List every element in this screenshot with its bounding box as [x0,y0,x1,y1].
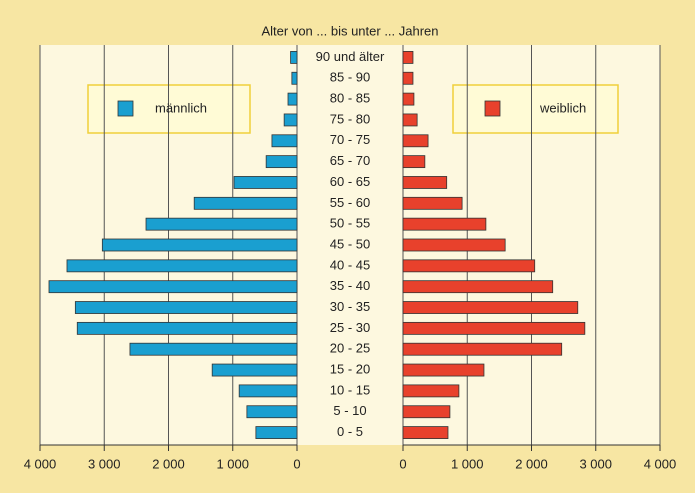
category-label: 35 - 40 [330,278,370,293]
category-label: 5 - 10 [333,403,366,418]
bar [211,363,298,377]
bar [265,155,298,169]
category-label: 55 - 60 [330,195,370,210]
x-tick-label: 0 [293,456,300,471]
category-label: 0 - 5 [337,424,363,439]
bar [48,280,298,294]
legend-label: weiblich [539,100,586,115]
bar [290,51,298,64]
bar [402,134,429,148]
category-label: 45 - 50 [330,236,370,251]
bar [291,71,298,85]
bar [402,384,460,398]
bar [402,155,426,169]
bar [101,238,298,252]
x-tick-label: 3 000 [579,456,612,471]
x-tick-label: 2 000 [152,456,185,471]
bar [283,113,298,127]
bar [287,92,298,106]
bar [402,405,451,419]
category-label: 20 - 25 [330,341,370,356]
bar [402,113,418,127]
bar [402,342,563,356]
bar [402,301,579,314]
category-label: 75 - 80 [330,111,370,126]
x-tick-label: 3 000 [88,456,121,471]
bar [271,134,298,148]
x-tick-label: 2 000 [515,456,548,471]
category-label: 65 - 70 [330,153,370,168]
bar [74,301,298,314]
x-tick-label: 4 000 [644,456,677,471]
bar [246,405,298,419]
bar [255,426,298,439]
bar [129,342,298,356]
x-tick-label: 1 000 [216,456,249,471]
category-label: 80 - 85 [330,91,370,106]
bar [402,176,448,189]
legend-swatch [484,100,501,117]
bar [402,259,536,273]
category-label: 85 - 90 [330,70,370,85]
x-tick-label: 4 000 [24,456,57,471]
bar [402,238,506,252]
bar [233,176,298,189]
legend-box [452,84,619,134]
category-label: 15 - 20 [330,361,370,376]
bar [402,92,415,106]
bar [402,426,449,439]
legend-swatch [117,100,134,117]
category-label: 25 - 30 [330,320,370,335]
chart-title: Alter von ... bis unter ... Jahren [261,23,438,38]
bar [402,217,487,231]
legend [87,84,619,134]
bar [238,384,298,398]
bar [402,196,463,210]
bar [76,321,298,335]
bar [402,280,554,294]
bar [402,71,414,85]
category-label: 50 - 55 [330,216,370,231]
x-tick-label: 1 000 [451,456,484,471]
x-tick-label: 0 [399,456,406,471]
bar [66,259,298,273]
category-label: 90 und älter [316,49,385,64]
bar [193,196,298,210]
bar [145,217,298,231]
category-label: 40 - 45 [330,257,370,272]
bar [402,51,414,64]
legend-label: männlich [155,100,207,115]
bar [402,363,485,377]
category-label: 70 - 75 [330,132,370,147]
category-label: 30 - 35 [330,299,370,314]
bar [402,321,586,335]
category-label: 10 - 15 [330,382,370,397]
category-label: 60 - 65 [330,174,370,189]
